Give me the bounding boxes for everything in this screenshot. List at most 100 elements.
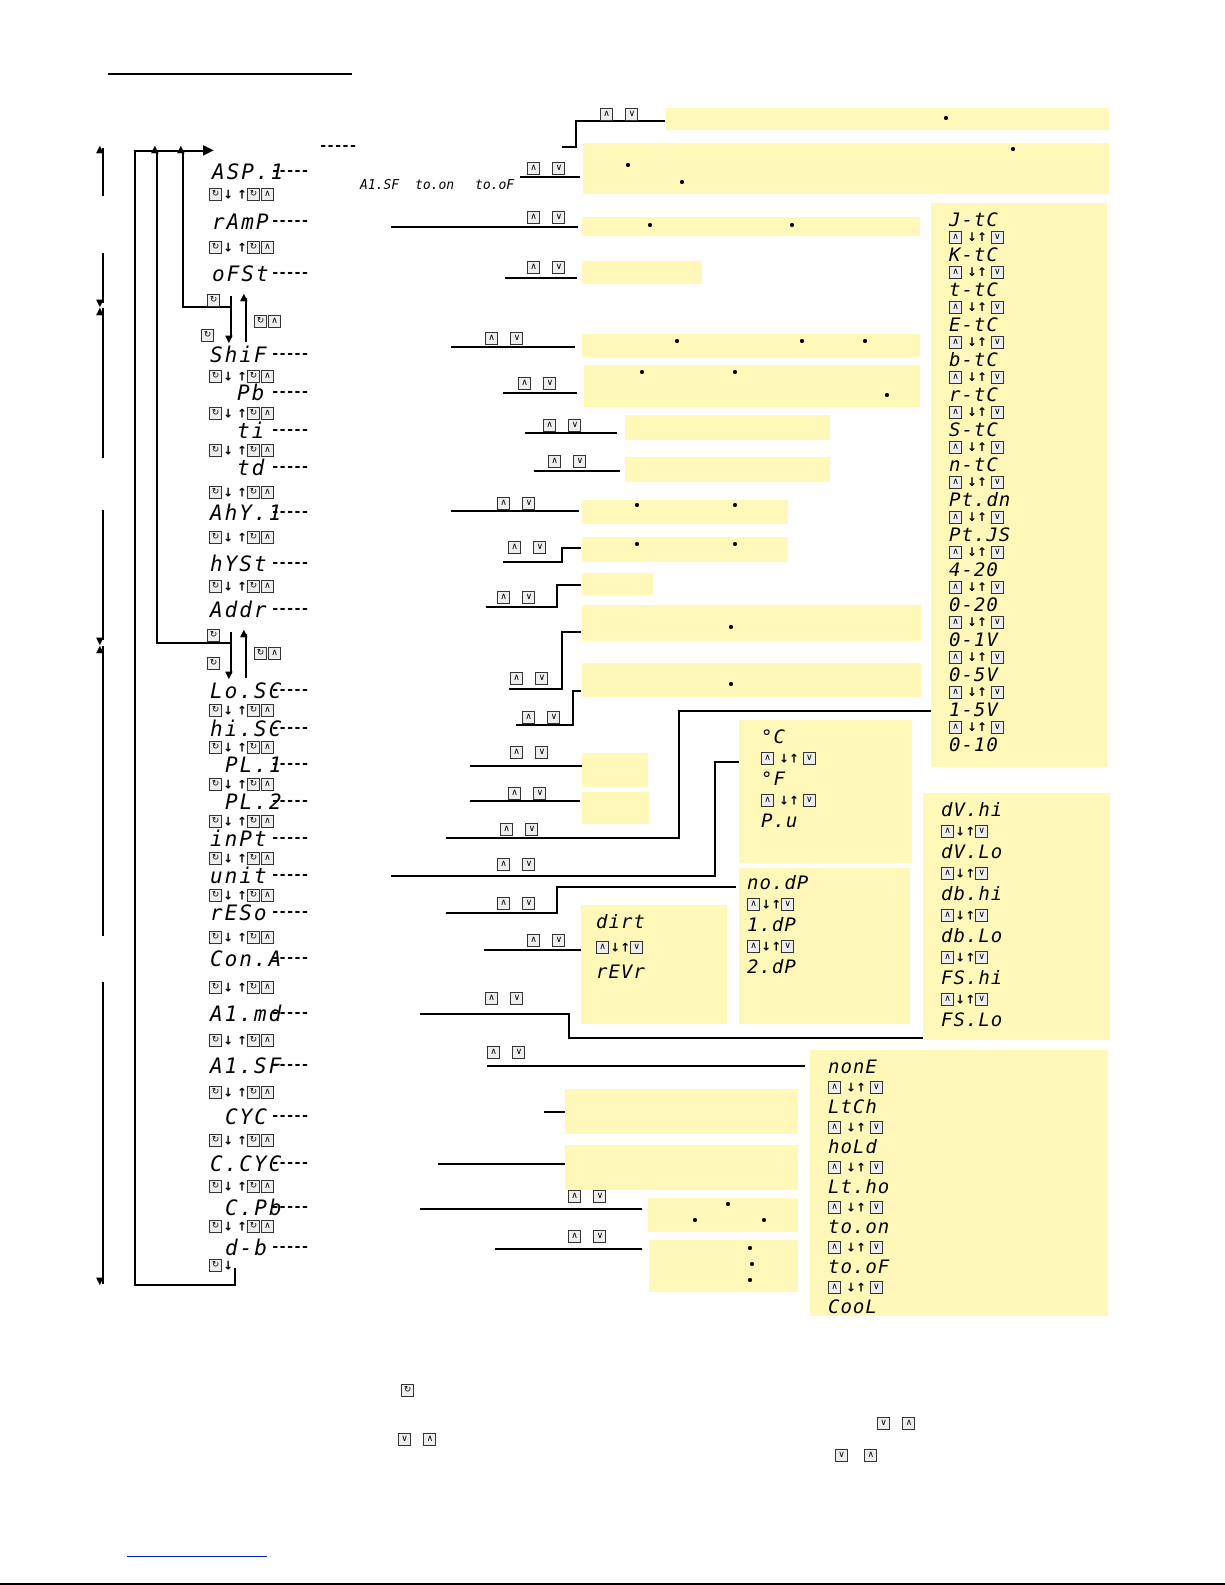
option-item: 2.dP (747, 956, 797, 978)
arrow-down-icon: ▼ (225, 334, 233, 345)
leader-dash: ----- (271, 601, 309, 617)
nav-key-hint: ↻ ↓ ↑ ↻ ∧ (209, 369, 275, 384)
option-item: 4-20 (949, 559, 999, 581)
option-item: FS.hi (941, 967, 1004, 989)
up-key-icon: ∧ (949, 476, 962, 489)
set-key-icon: ↻ (254, 315, 267, 328)
up-key-icon: ∧ (941, 909, 954, 922)
up-key-icon: ∧ (941, 993, 954, 1006)
adjust-keys: ∧ ∨ (543, 418, 582, 432)
degree-mark (733, 542, 737, 546)
option-nav-keys: ∧ ↓↑ ∨ (949, 406, 1011, 419)
up-key-icon: ∧ (260, 704, 274, 717)
connector (714, 761, 716, 877)
param-ramp: rAmP (212, 210, 271, 234)
arrow-up-icon: ▲ (177, 144, 185, 155)
down-key-icon: ∨ (990, 546, 1004, 559)
input-type-list: J-tC ∧ ↓↑ ∨ K-tC ∧ ↓↑ ∨ t-tC ∧ ↓↑ ∨ E-tC ∧ ↓↑ ∨… (949, 209, 1011, 756)
arrow-up-icon: ↑ (236, 1085, 247, 1100)
footnote-link-underline[interactable] (127, 1556, 267, 1557)
option-item: 1-5V (949, 699, 999, 721)
degree-mark (885, 393, 889, 397)
dimension-arrow-icon: ▲ (96, 644, 104, 655)
shif-description-box (582, 334, 920, 357)
up-key-icon: ∧ (596, 941, 609, 954)
connector (556, 886, 736, 888)
up-key-icon: ∧ (510, 672, 523, 685)
down-key-icon: ∨ (625, 108, 639, 121)
arrow-down-icon: ↓ (223, 1033, 234, 1048)
degree-mark (726, 1202, 730, 1206)
up-key-icon: ∧ (949, 266, 962, 279)
leader-dash: ----- (271, 682, 309, 698)
param-cona: Con.A (210, 947, 284, 971)
down-key-icon: ∨ (522, 497, 536, 510)
arrow-up-icon: ↑ (965, 950, 976, 965)
set-key-hint: ↻ (207, 628, 221, 642)
adjust-keys: ∧ ∨ (497, 857, 536, 871)
arrow-down-icon: ↓ (845, 1080, 856, 1095)
degree-mark (635, 503, 639, 507)
alarm-function-list: nonE ∧ ↓↑ ∨ LtCh ∧ ↓↑ ∨ hoLd ∧ ↓↑ ∨ Lt.ho ∧ ↓↑ … (828, 1056, 890, 1318)
loop-top-line (134, 150, 204, 152)
footnote-down-up-keys: ∨ ∧ (398, 1432, 437, 1446)
option-nav-keys: ∧ ↓↑ ∨ (596, 933, 646, 961)
option-item: no.dP (747, 872, 810, 894)
asp-description-box (583, 143, 1109, 194)
option-item: J-tC (949, 209, 999, 231)
down-key-icon: ∨ (990, 371, 1004, 384)
param-a1md: A1.md (210, 1002, 284, 1026)
leader-dash: ----- (271, 265, 309, 281)
arrow-down-icon: ↓ (223, 1085, 234, 1100)
connector (505, 277, 577, 279)
arrow-up-icon: ↑ (976, 265, 987, 279)
dimension-line (102, 308, 104, 458)
arrow-up-icon: ▲ (240, 292, 248, 303)
connector (556, 584, 558, 608)
down-key-icon: ∨ (573, 455, 587, 468)
loop-bottom-line (134, 1284, 236, 1286)
param-pl2: PL.2 (225, 790, 284, 814)
up-key-icon: ∧ (828, 1161, 841, 1174)
arrow-down-icon: ↓ (966, 370, 977, 384)
cyc-description-box (565, 1089, 798, 1134)
set-key-icon: ↻ (209, 241, 222, 254)
degree-mark (748, 1246, 752, 1250)
param-db: d-b (225, 1236, 269, 1260)
down-key-icon: ∨ (398, 1433, 411, 1446)
footnote-down-up-keys: ∨ ∧ (835, 1448, 878, 1462)
up-key-icon: ∧ (260, 1180, 274, 1193)
option-item: nonE (828, 1056, 878, 1078)
up-key-icon: ∧ (527, 934, 540, 947)
dimension-arrow-icon: ▲ (96, 306, 104, 317)
option-nav-keys: ∧ ↓↑ ∨ (949, 336, 1011, 349)
arrow-up-icon: ↑ (976, 405, 987, 419)
down-key-icon: ∨ (781, 940, 795, 953)
set-key-icon: ↻ (207, 657, 220, 670)
connector (446, 837, 680, 839)
cpb-description-box (648, 1198, 798, 1232)
leader-dash: ----- (271, 1199, 309, 1215)
asp-range-box (666, 108, 1109, 130)
down-key-icon: ∨ (990, 406, 1004, 419)
down-key-icon: ∨ (990, 511, 1004, 524)
down-key-icon: ∨ (543, 377, 557, 390)
option-nav-keys: ∧ ↓↑ ∨ (761, 790, 817, 810)
arrow-up-icon: ↑ (236, 1219, 247, 1234)
option-item: r-tC (949, 384, 999, 406)
option-nav-keys: ∧ ↓↑ ∨ (949, 581, 1011, 594)
arrow-up-icon: ↑ (855, 1280, 866, 1295)
nav-key-hint: ↻ ↓ ↑ ↻ ∧ (209, 187, 275, 202)
arrow-down-icon: ↓ (966, 440, 977, 454)
connector (561, 631, 581, 633)
set-key-icon: ↻ (209, 931, 222, 944)
option-nav-keys: ∧ ↓↑ ∨ (949, 651, 1011, 664)
option-item: db.Lo (941, 925, 1004, 947)
set-key-icon: ↻ (209, 741, 222, 754)
pl1-description-box (582, 753, 648, 787)
arrow-up-icon: ↑ (965, 866, 976, 881)
leader-dash: ----- (271, 1005, 309, 1021)
connector (391, 875, 716, 877)
arrow-down-icon: ↓ (223, 1258, 234, 1273)
arrow-up-icon: ↑ (976, 685, 987, 699)
